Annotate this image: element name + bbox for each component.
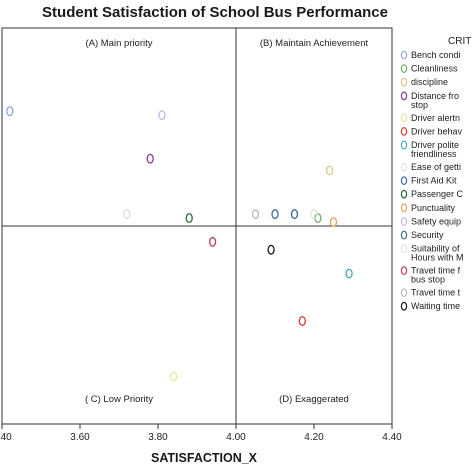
x-tick-label: 4.00 [226, 432, 246, 443]
legend-entry: Driver polite friendliness [411, 140, 459, 159]
legend-marker [400, 216, 408, 226]
data-point [146, 153, 154, 164]
quadrant-labels: (A) Main priority (B) Maintain Achievemen… [85, 38, 369, 405]
quadrant-label: (D) Exaggerated [279, 394, 349, 405]
legend-marker [400, 203, 408, 213]
x-axis-title: SATISFACTION_X [151, 451, 258, 465]
data-point [158, 110, 166, 121]
legend-marker [400, 50, 408, 60]
x-tick-label: 4.20 [304, 432, 324, 443]
legend-entry: Ease of getti [411, 162, 461, 172]
data-point [251, 209, 260, 220]
data-point [267, 244, 275, 255]
legend-entry: Driver alertn [411, 113, 460, 123]
legend-marker [400, 126, 408, 136]
data-point [169, 371, 178, 382]
legend-entry: Passenger C [411, 189, 464, 199]
data-point [208, 236, 217, 247]
data-point [329, 217, 338, 227]
data-point [123, 209, 131, 220]
legend-marker [400, 244, 408, 254]
legend-marker [400, 64, 408, 73]
quadrant-label: (B) Maintain Achievement [260, 38, 369, 49]
data-point [345, 268, 353, 279]
legend-marker [400, 140, 408, 150]
quadrant-label: ( C) Low Priority [85, 394, 153, 405]
legend-entry: Safety equip [411, 216, 461, 226]
legend-marker [400, 113, 408, 123]
x-tick-label: 3.40 [0, 432, 12, 443]
x-tick-label: 3.80 [148, 432, 168, 443]
legend-marker [400, 176, 408, 186]
legend-entry: Travel time f bus stop [411, 266, 461, 285]
x-axis-ticks: 3.40 3.60 3.80 4.00 4.20 4.40 [0, 424, 402, 443]
plot-area [1, 27, 393, 425]
x-tick-label: 4.40 [382, 432, 402, 443]
legend-entry: Driver behav [411, 126, 463, 136]
legend-entry: Bench condi [411, 50, 461, 60]
data-point [6, 106, 14, 117]
legend-marker [400, 91, 408, 101]
chart-title: Student Satisfaction of School Bus Perfo… [42, 4, 388, 21]
legend-entry: Punctuality [411, 203, 456, 213]
legend-entry: Travel time t [411, 288, 461, 298]
legend-marker [400, 266, 408, 276]
quadrant-label: (A) Main priority [85, 38, 152, 49]
legend-marker [400, 230, 408, 240]
data-point [310, 209, 318, 220]
legend-entry: Security [411, 230, 444, 240]
legend-marker [400, 77, 408, 87]
data-point [290, 209, 299, 220]
legend-entry: discipline [411, 77, 448, 87]
x-tick-label: 3.60 [70, 432, 90, 443]
legend-marker [400, 162, 408, 172]
data-point [185, 213, 193, 224]
legend-marker [400, 189, 408, 199]
legend-title: CRIT [448, 36, 471, 47]
legend-entry: Distance fro stop [411, 91, 459, 110]
legend-entry: Waiting time [411, 301, 460, 311]
legend-entry: Cleanliness [411, 64, 458, 74]
legend-entry: Suitability of Hours with M [411, 244, 464, 263]
legend-marker [400, 301, 408, 311]
legend-entry: First Aid Kit [411, 176, 457, 186]
data-point [298, 316, 306, 326]
legend-marker [400, 288, 408, 298]
data-point [325, 165, 334, 176]
legend: Bench condi Cleanliness discipline Distance… [400, 50, 464, 311]
data-point [271, 209, 279, 220]
data-points [6, 106, 353, 382]
